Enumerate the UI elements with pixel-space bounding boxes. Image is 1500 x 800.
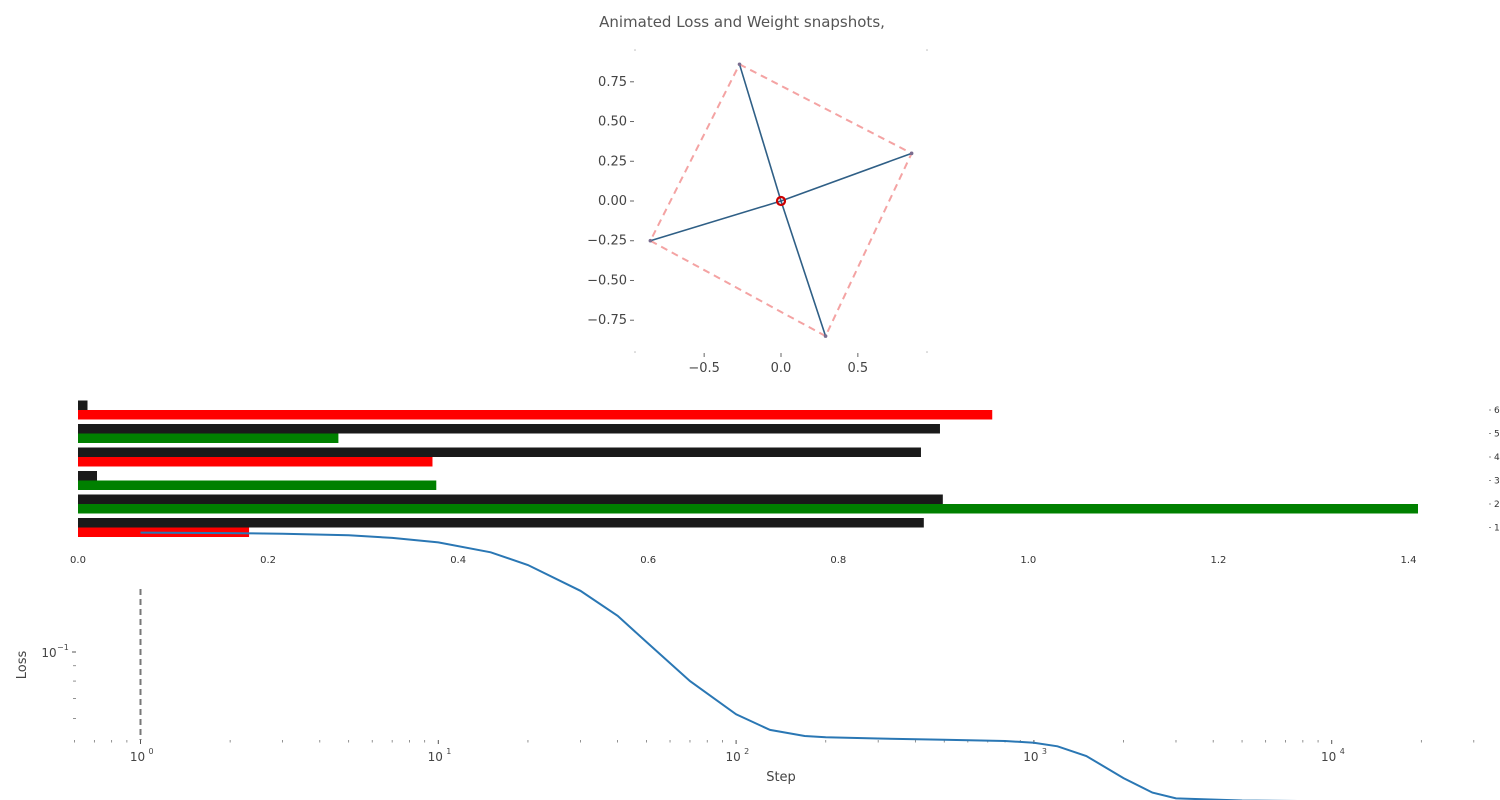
y-tick-label: 0.75 (598, 75, 627, 90)
bar-colored (78, 480, 437, 490)
x-tick-label: 10 (725, 750, 740, 764)
x-tick-label: 0.4 (450, 555, 466, 566)
x-tick-label: 10 (428, 750, 443, 764)
y-tick-label: 0.00 (598, 194, 627, 209)
x-tick-label: 10 (1023, 750, 1038, 764)
x-tick-exponent: 4 (1340, 747, 1345, 756)
y-tick-label: 6 (1494, 406, 1500, 416)
bar-black (78, 424, 940, 434)
weight-bar-chart: 1 2 3 4 5 6 0.0 0.2 0.4 0.6 0.8 1.0 1.2 1.4 (70, 400, 1500, 566)
x-tick-exponent: 3 (1042, 747, 1047, 756)
weight-vector (650, 200, 782, 242)
x-tick-label: 1.4 (1401, 555, 1417, 566)
weight-vector (738, 64, 782, 202)
y-tick-exponent: −1 (57, 643, 69, 652)
x-axis-label: Step (766, 770, 796, 785)
x-tick-label: 1.0 (1020, 555, 1036, 566)
x-tick-label: −0.5 (688, 361, 720, 376)
weight-vector (780, 152, 912, 202)
bar-black (78, 471, 98, 481)
y-tick-label: −0.25 (587, 234, 627, 249)
axis-corner (634, 49, 636, 51)
x-tick-label: 0.5 (847, 361, 868, 376)
dashed-hull (649, 62, 913, 338)
vector-tip (823, 334, 828, 338)
origin-marker (775, 195, 787, 207)
weight-snapshot-plot: 0.75 0.50 0.25 0.00 −0.25 −0.50 −0.75 −0.5 0.0 0.… (587, 49, 928, 376)
y-tick-label: 10 (41, 646, 56, 660)
y-tick-label: −0.50 (587, 273, 627, 288)
x-tick-label: 0.0 (771, 361, 792, 376)
y-tick-label: 0.25 (598, 154, 627, 169)
bar-colored (78, 433, 339, 443)
x-tick-label: 0.8 (830, 555, 846, 566)
x-tick-label: 0.0 (70, 555, 86, 566)
vector-tip (737, 62, 742, 67)
loss-curve (140, 531, 1299, 800)
y-tick-label: 2 (1494, 500, 1500, 510)
y-tick-label: 0.50 (598, 115, 627, 130)
x-tick-exponent: 2 (744, 747, 749, 756)
x-tick-label: 10 (130, 750, 145, 764)
bar-colored (78, 410, 993, 420)
y-tick-label: 4 (1494, 453, 1500, 463)
bar-black (78, 518, 924, 528)
chart-title: Animated Loss and Weight snapshots, (599, 13, 885, 31)
y-axis-label: Loss (15, 651, 30, 680)
bar-black (78, 400, 88, 410)
weight-vector (780, 200, 827, 337)
x-tick-label: 10 (1321, 750, 1336, 764)
y-tick-label: 3 (1494, 477, 1500, 487)
x-tick-exponent: 0 (149, 747, 154, 756)
bar-black (78, 494, 943, 504)
vector-tip (909, 151, 914, 156)
x-tick-label: 0.6 (640, 555, 656, 566)
bar-black (78, 447, 921, 457)
bar-colored (78, 457, 433, 467)
x-tick-label: 1.2 (1210, 555, 1226, 566)
x-tick-label: 0.2 (260, 555, 276, 566)
axis-corner (926, 351, 928, 353)
y-tick-label: 5 (1494, 430, 1500, 440)
vector-tip (648, 238, 653, 243)
axis-corner (634, 351, 636, 353)
y-tick-label: −0.75 (587, 313, 627, 328)
x-tick-exponent: 1 (446, 747, 451, 756)
y-tick-label: 1 (1494, 524, 1500, 534)
axis-corner (926, 49, 928, 51)
bar-colored (78, 504, 1418, 514)
